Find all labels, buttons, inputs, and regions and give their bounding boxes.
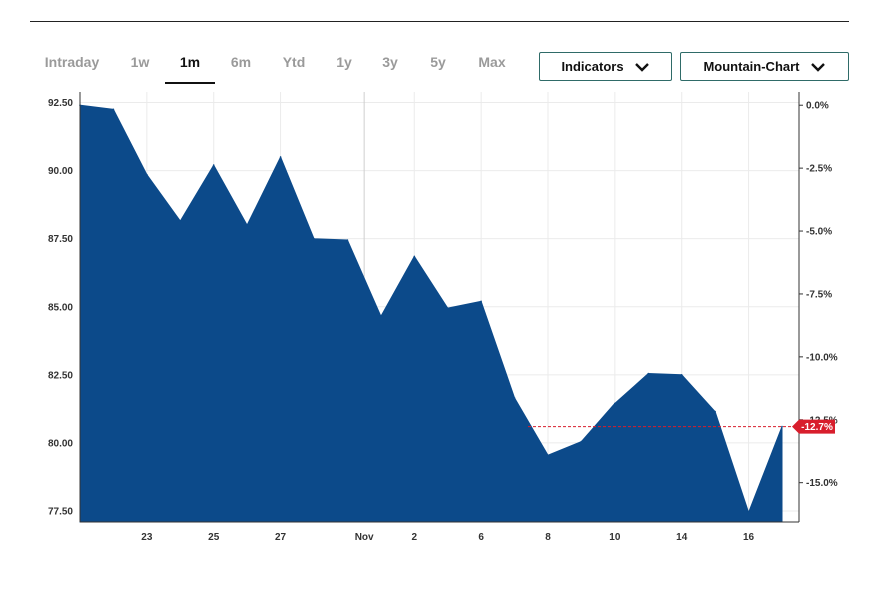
data-point xyxy=(246,224,248,226)
range-tab-intraday[interactable]: Intraday xyxy=(44,54,100,70)
data-point xyxy=(313,237,315,240)
data-point xyxy=(480,300,482,303)
y-tick-label-left: 80.00 xyxy=(48,438,73,449)
x-tick-label: 25 xyxy=(208,532,220,543)
x-tick-label: 8 xyxy=(545,532,551,543)
x-tick-label: 2 xyxy=(412,532,418,543)
y-tick-label-right: -7.5% xyxy=(806,289,832,300)
chevron-down-icon xyxy=(810,62,825,72)
data-point xyxy=(446,307,449,309)
data-point xyxy=(547,454,549,457)
x-tick-label: 27 xyxy=(275,532,287,543)
y-tick-label-right: -2.5% xyxy=(806,164,832,175)
data-point xyxy=(614,402,616,405)
x-tick-label: 6 xyxy=(478,532,484,543)
range-tab-6m[interactable]: 6m xyxy=(230,54,252,70)
current-change-label: -12.7% xyxy=(801,422,833,433)
data-point xyxy=(781,425,783,428)
y-tick-label-left: 87.50 xyxy=(48,234,73,245)
range-tab-1m[interactable]: 1m xyxy=(165,50,215,84)
x-tick-label: 14 xyxy=(676,532,688,543)
x-tick-label: 16 xyxy=(743,532,755,543)
chart-type-label: Mountain-Chart xyxy=(703,59,800,74)
x-tick-label: 23 xyxy=(141,532,153,543)
y-tick-label-left: 85.00 xyxy=(48,302,73,313)
data-point xyxy=(112,108,115,111)
area-layer xyxy=(79,104,783,523)
label-layer: 92.50 90.00 87.50 85.00 82.50 80.00 77.50 23 25 2… xyxy=(48,98,838,543)
y-tick-label-left: 90.00 xyxy=(48,166,73,177)
data-point xyxy=(346,239,349,241)
indicators-label: Indicators xyxy=(561,59,624,74)
data-point xyxy=(513,397,516,399)
chart-type-dropdown[interactable]: Mountain-Chart xyxy=(680,52,849,81)
range-tab-max[interactable]: Max xyxy=(478,54,506,70)
chevron-down-icon xyxy=(634,62,649,72)
y-tick-label-right: -15.0% xyxy=(806,478,838,489)
data-point xyxy=(179,220,182,222)
y-tick-label-left: 77.50 xyxy=(48,507,73,518)
data-point xyxy=(279,156,282,158)
data-point xyxy=(714,410,716,413)
data-point xyxy=(212,164,215,166)
data-point xyxy=(380,315,382,318)
data-point xyxy=(680,374,683,376)
y-tick-label-left: 92.50 xyxy=(48,98,73,109)
data-point xyxy=(580,440,583,443)
axis-layer xyxy=(79,92,803,523)
range-tab-ytd[interactable]: Ytd xyxy=(282,54,306,70)
indicators-dropdown[interactable]: Indicators xyxy=(539,52,672,81)
price-area xyxy=(79,104,783,523)
y-tick-label-right: -5.0% xyxy=(806,227,832,238)
data-point xyxy=(146,173,148,176)
current-change-badge xyxy=(792,419,835,434)
top-divider xyxy=(30,21,849,22)
range-tab-3y[interactable]: 3y xyxy=(382,54,398,70)
y-tick-label-right: 0.0% xyxy=(806,101,829,112)
data-point xyxy=(413,255,416,258)
range-tab-1w[interactable]: 1w xyxy=(130,54,150,70)
y-tick-label-left: 82.50 xyxy=(48,370,73,381)
data-point xyxy=(747,511,750,514)
data-point xyxy=(647,372,650,375)
x-tick-label: 10 xyxy=(609,532,621,543)
y-tick-label-right: -10.0% xyxy=(806,352,838,363)
range-tab-5y[interactable]: 5y xyxy=(430,54,446,70)
range-tab-1y[interactable]: 1y xyxy=(336,54,352,70)
x-tick-label: Nov xyxy=(355,532,374,543)
